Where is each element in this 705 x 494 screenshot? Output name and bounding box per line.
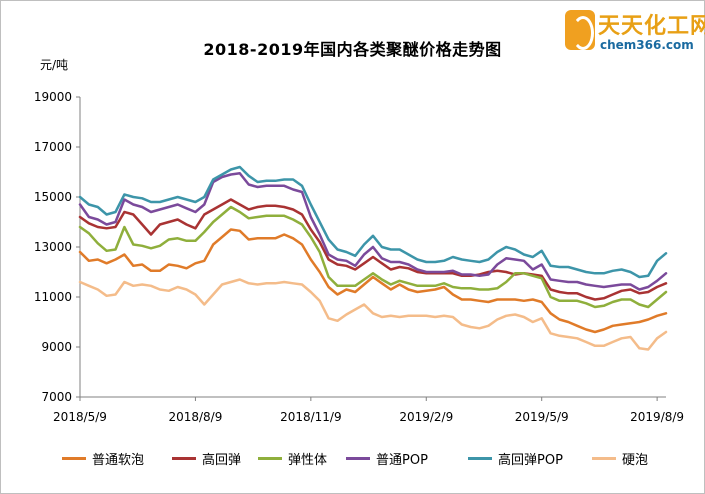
legend-item-3: 普通POP [346, 448, 428, 468]
x-tick-label-3: 2019/2/9 [399, 410, 453, 424]
legend-label-2: 弹性体 [288, 452, 328, 468]
legend-item-1: 高回弹 [172, 448, 241, 468]
legend-item-0: 普通软泡 [62, 448, 144, 468]
legend-item-4: 高回弹POP [468, 448, 563, 468]
x-tick-label-1: 2018/8/9 [168, 410, 222, 424]
series-line-0 [78, 228, 668, 334]
chart-title: 2018-2019年国内各类聚醚价格走势图 [203, 40, 502, 59]
series-line-1 [78, 198, 668, 301]
logo-name: 天天化工网 [598, 14, 705, 39]
legend-swatch-1 [172, 456, 196, 460]
y-tick-label-1: 9000 [41, 340, 72, 354]
x-tick-label-5: 2019/8/9 [630, 410, 684, 424]
legend-item-5: 硬泡 [592, 448, 648, 468]
y-tick-label-0: 7000 [41, 390, 72, 404]
y-tick-label-5: 17000 [34, 140, 72, 154]
legend-label-5: 硬泡 [622, 452, 649, 468]
series-line-5 [78, 278, 668, 351]
legend-item-2: 弹性体 [258, 448, 327, 468]
y-axis-unit-label: 元/吨 [40, 58, 69, 72]
legend-label-0: 普通软泡 [92, 452, 145, 468]
legend-swatch-0 [62, 456, 86, 460]
series-line-4 [78, 165, 668, 279]
legend-label-4: 高回弹POP [498, 452, 563, 468]
x-tick-label-0: 2018/5/9 [53, 410, 107, 424]
legend-swatch-5 [592, 456, 616, 460]
series-line-2 [78, 205, 668, 309]
legend-label-3: 普通POP [376, 452, 428, 468]
legend-swatch-3 [346, 456, 370, 460]
legend-swatch-2 [258, 456, 282, 460]
y-tick-label-6: 19000 [34, 90, 72, 104]
legend-label-1: 高回弹 [202, 452, 242, 468]
y-tick-label-3: 13000 [34, 240, 72, 254]
logo-site: chem366.com [600, 38, 694, 52]
logo-icon [565, 10, 595, 50]
x-tick-label-4: 2019/5/9 [515, 410, 569, 424]
series-line-3 [78, 172, 668, 291]
site-logo[interactable]: 天天化工网 chem366.com [565, 8, 705, 62]
y-tick-label-2: 11000 [34, 290, 72, 304]
x-tick-label-2: 2018/11/9 [280, 410, 342, 424]
chart-legend: 普通软泡 高回弹 弹性体 普通POP 高回弹POP 硬泡 [40, 448, 680, 468]
legend-swatch-4 [468, 456, 492, 460]
y-tick-label-4: 15000 [34, 190, 72, 204]
